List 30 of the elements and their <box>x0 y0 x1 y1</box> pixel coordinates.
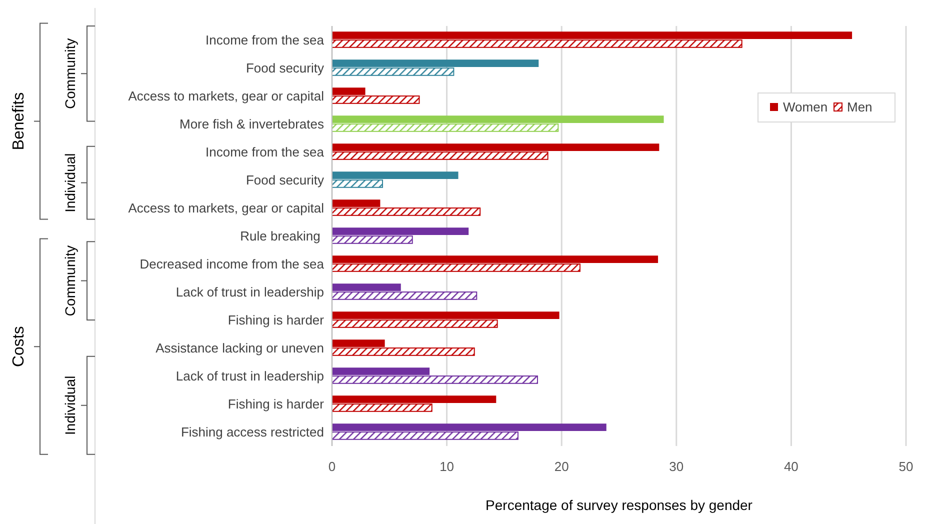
y-tick-label: Fishing access restricted <box>180 424 324 440</box>
x-tick-label: 30 <box>669 459 684 474</box>
x-tick-label: 10 <box>440 459 454 474</box>
x-axis-title: Percentage of survey responses by gender <box>486 497 753 513</box>
y-tick-label: Food security <box>246 60 324 76</box>
y-tick-label: Rule breaking <box>240 228 324 244</box>
y-tick-label: Income from the sea <box>206 32 325 48</box>
y-tick-label: Income from the sea <box>206 144 325 160</box>
y-tick-label: Access to markets, gear or capital <box>128 88 324 104</box>
y-tick-label: More fish & invertebrates <box>179 116 324 132</box>
legend-label: Women <box>783 100 828 115</box>
y-tick-label: Decreased income from the sea <box>140 256 325 272</box>
text: Benefits <box>10 92 28 150</box>
x-tick-label: 40 <box>784 459 798 474</box>
y-tick-label: Lack of trust in leadership <box>176 284 324 300</box>
text: Community <box>62 245 78 316</box>
y-tick-label: Lack of trust in leadership <box>176 368 324 384</box>
x-tick-label: 0 <box>328 459 336 474</box>
y-tick-label: Fishing is harder <box>228 312 325 328</box>
text: Costs <box>10 326 28 368</box>
x-tick-label: 20 <box>554 459 569 474</box>
x-tick-label: 50 <box>898 459 914 474</box>
text: Individual <box>62 376 78 435</box>
y-tick-label: Fishing is harder <box>228 396 325 412</box>
text: Individual <box>62 153 78 212</box>
y-tick-label: Food security <box>246 172 324 188</box>
y-tick-label: Access to markets, gear or capital <box>128 200 324 216</box>
y-tick-label: Assistance lacking or uneven <box>156 340 324 356</box>
legend-label: Men <box>847 100 872 115</box>
text: Community <box>62 38 78 109</box>
